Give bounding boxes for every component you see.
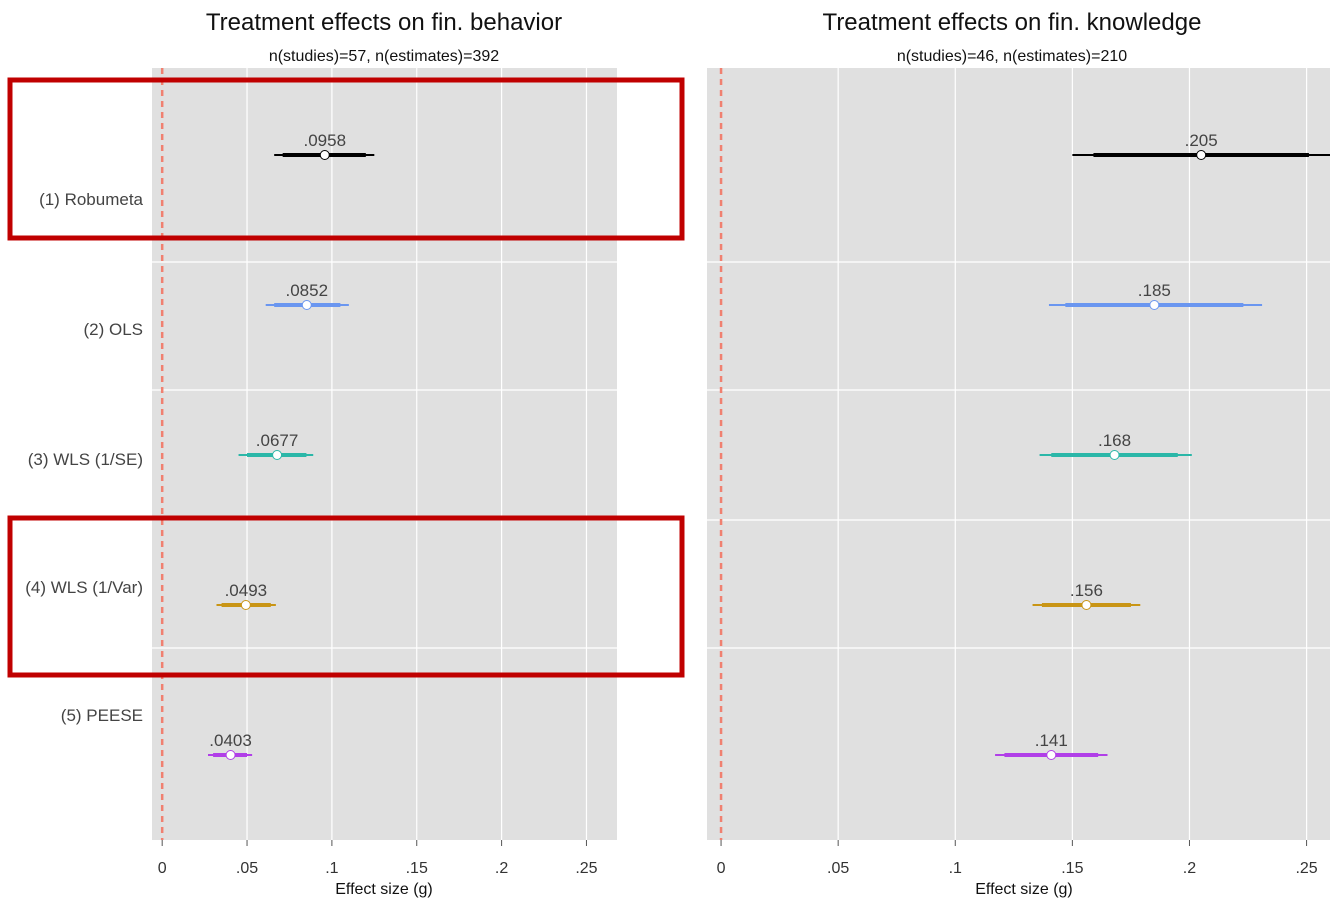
row-labels: (1) Robumeta (2) OLS (3) WLS (1/SE) (4) … (25, 190, 143, 725)
panel-behavior-grid (246, 68, 588, 840)
estimate-behavior-peese: .0403 (208, 731, 253, 760)
row-label-peese: (5) PEESE (61, 706, 143, 725)
estimate-behavior-wls-var: .0493 (216, 581, 276, 610)
x-tick-label-behavior-1: .05 (236, 860, 258, 877)
value-label-knowledge-wls-se: .168 (1098, 431, 1131, 450)
highlight-box-wls-var (7, 515, 685, 678)
x-tick-label-behavior-4: .2 (495, 860, 508, 877)
point-behavior-peese (225, 750, 236, 760)
panel-behavior-title: Treatment effects on fin. behavior (206, 9, 562, 36)
value-label-knowledge-wls-var: .156 (1070, 581, 1103, 600)
value-label-behavior-wls-se: .0677 (256, 431, 299, 450)
point-knowledge-wls-se (1109, 450, 1120, 460)
x-tick-label-knowledge-5: .25 (1295, 860, 1317, 877)
panel-knowledge-x-axis-label: Effect size (g) (975, 881, 1073, 898)
panel-knowledge-x-ticks: 0 .05 .1 .15 .2 .25 (717, 840, 1318, 877)
point-behavior-wls-se (272, 450, 283, 460)
row-label-ols: (2) OLS (83, 320, 143, 339)
value-label-knowledge-robumeta: .205 (1185, 131, 1218, 150)
value-label-behavior-robumeta: .0958 (303, 131, 346, 150)
panel-knowledge-estimates: .205 .185 .168 .156 .141 (995, 131, 1330, 760)
x-tick-label-behavior-3: .15 (406, 860, 428, 877)
panel-knowledge-background (707, 68, 1330, 840)
panel-behavior: .0958 .0852 .0677 .0493 .0403 Treatment effe… (152, 9, 617, 898)
highlight-boxes (7, 77, 685, 678)
panel-behavior-subtitle: n(studies)=57, n(estimates)=392 (269, 48, 499, 65)
value-label-knowledge-ols: .185 (1138, 281, 1171, 300)
value-label-knowledge-peese: .141 (1035, 731, 1068, 750)
value-label-behavior-wls-var: .0493 (225, 581, 268, 600)
x-tick-label-knowledge-4: .2 (1183, 860, 1196, 877)
estimate-knowledge-wls-se: .168 (1039, 431, 1192, 460)
x-tick-label-behavior-5: .25 (575, 860, 597, 877)
estimate-behavior-ols: .0852 (265, 281, 349, 310)
point-knowledge-wls-var (1081, 600, 1092, 610)
value-label-behavior-ols: .0852 (286, 281, 329, 300)
row-label-robumeta: (1) Robumeta (39, 190, 143, 209)
panel-behavior-estimates: .0958 .0852 .0677 .0493 .0403 (208, 131, 375, 760)
estimate-behavior-wls-se: .0677 (238, 431, 314, 460)
panel-behavior-background (152, 68, 617, 840)
value-label-behavior-peese: .0403 (209, 731, 252, 750)
x-tick-label-behavior-2: .1 (325, 860, 338, 877)
x-tick-label-knowledge-2: .1 (949, 860, 962, 877)
point-knowledge-robumeta (1196, 150, 1207, 160)
point-behavior-wls-var (240, 600, 251, 610)
highlight-box-robumeta (7, 77, 685, 241)
point-knowledge-ols (1149, 300, 1160, 310)
x-tick-label-knowledge-1: .05 (827, 860, 849, 877)
x-tick-label-knowledge-0: 0 (717, 860, 726, 877)
x-tick-label-knowledge-3: .15 (1061, 860, 1083, 877)
panel-knowledge: .205 .185 .168 .156 .141 Treatment effects o… (707, 9, 1330, 898)
estimate-knowledge-peese: .141 (995, 731, 1108, 760)
panel-knowledge-row-separators (707, 261, 1330, 649)
estimate-behavior-robumeta: .0958 (274, 131, 375, 160)
row-label-wls-se: (3) WLS (1/SE) (28, 450, 143, 469)
panel-behavior-x-axis-label: Effect size (g) (335, 881, 433, 898)
estimate-knowledge-ols: .185 (1048, 281, 1263, 310)
estimate-knowledge-robumeta: .205 (1072, 131, 1330, 160)
point-behavior-ols (301, 300, 312, 310)
panel-behavior-x-ticks: 0 .05 .1 .15 .2 .25 (158, 840, 598, 877)
panel-knowledge-title: Treatment effects on fin. knowledge (823, 9, 1202, 36)
row-label-wls-var: (4) WLS (1/Var) (25, 578, 143, 597)
x-tick-label-behavior-0: 0 (158, 860, 167, 877)
estimate-knowledge-wls-var: .156 (1032, 581, 1141, 610)
point-knowledge-peese (1046, 750, 1057, 760)
panel-knowledge-subtitle: n(studies)=46, n(estimates)=210 (897, 48, 1127, 65)
point-behavior-robumeta (319, 150, 330, 160)
